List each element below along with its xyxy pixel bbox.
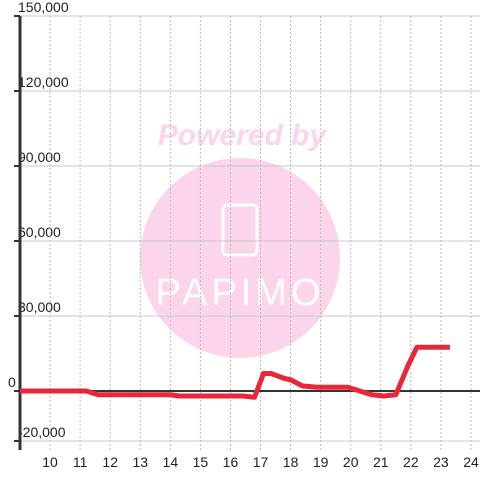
y-tick-label: 120,000	[18, 74, 69, 90]
y-tick-label: 150,000	[18, 0, 69, 15]
x-tick-label: 14	[163, 454, 179, 470]
x-tick-label: 15	[193, 454, 209, 470]
line-series	[20, 344, 450, 400]
x-tick-label: 24	[463, 454, 479, 470]
x-tick-label: 17	[253, 454, 269, 470]
x-tick-label: 10	[42, 454, 58, 470]
x-tick-label: 21	[373, 454, 389, 470]
x-tick-label: 18	[283, 454, 299, 470]
x-tick-label: 19	[313, 454, 329, 470]
x-tick-label: 23	[433, 454, 449, 470]
watermark-circle	[140, 158, 340, 358]
y-tick-label: 90,000	[18, 149, 61, 165]
x-tick-label: 16	[223, 454, 239, 470]
x-tick-label: 12	[102, 454, 118, 470]
x-tick-label: 20	[343, 454, 359, 470]
y-tick-label: 30,000	[18, 299, 61, 315]
x-tick-label: 22	[403, 454, 419, 470]
y-tick-label: -20,000	[18, 424, 66, 440]
x-tick-label: 11	[73, 454, 88, 470]
x-tick-label: 13	[132, 454, 148, 470]
watermark: Powered by PAPIMO	[140, 119, 340, 358]
y-tick-label: 0	[8, 374, 16, 390]
phone-icon	[221, 203, 259, 257]
watermark-logo: PAPIMO	[156, 272, 325, 314]
watermark-text: Powered by	[158, 119, 328, 152]
y-tick-label: 60,000	[18, 224, 61, 240]
